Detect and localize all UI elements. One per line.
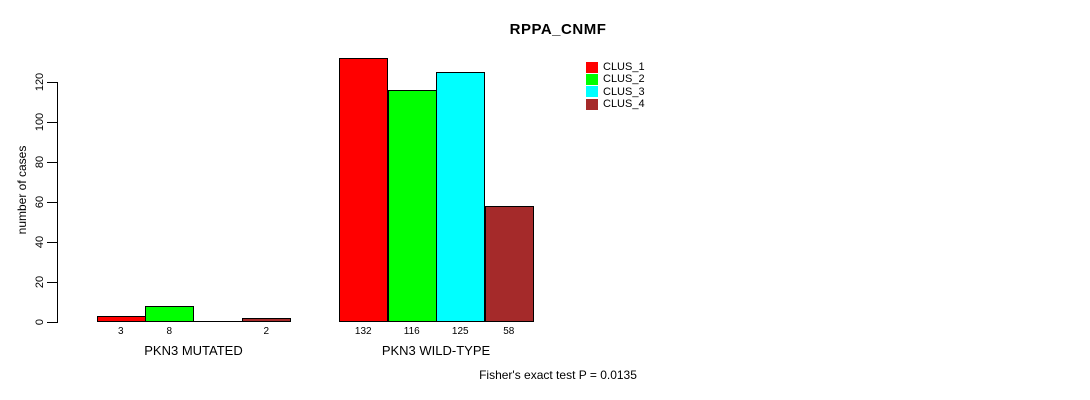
fisher-test-annotation: Fisher's exact test P = 0.0135 bbox=[479, 368, 637, 382]
legend: CLUS_1 CLUS_2 CLUS_3 CLUS_4 bbox=[586, 61, 645, 110]
legend-swatch-clus_1 bbox=[586, 61, 598, 73]
y-axis-line bbox=[57, 82, 58, 323]
y-tick-label: 40 bbox=[34, 235, 46, 249]
bar-clus_2 bbox=[145, 306, 194, 322]
y-tick-label: 20 bbox=[34, 275, 46, 289]
legend-swatch-clus_2 bbox=[586, 73, 598, 85]
y-tick-label: 0 bbox=[34, 318, 46, 326]
legend-swatch-clus_3 bbox=[586, 86, 598, 98]
bar-value-label: 125 bbox=[451, 326, 469, 337]
y-tick bbox=[47, 242, 57, 243]
bar-clus_3 bbox=[436, 72, 485, 322]
legend-item: CLUS_3 bbox=[586, 86, 645, 98]
y-tick bbox=[47, 202, 57, 203]
y-tick-label: 100 bbox=[34, 112, 46, 132]
y-axis-label: number of cases bbox=[15, 145, 29, 235]
bar-value-label: 2 bbox=[263, 326, 270, 337]
y-tick bbox=[47, 82, 57, 83]
bar-clus_3 bbox=[193, 321, 243, 322]
bar-clus_1 bbox=[339, 58, 388, 322]
y-tick bbox=[47, 162, 57, 163]
bar-value-label: 8 bbox=[166, 326, 173, 337]
x-group-label: PKN3 MUTATED bbox=[144, 343, 243, 358]
y-tick-label: 120 bbox=[34, 72, 46, 92]
bar-clus_4 bbox=[242, 318, 291, 322]
y-tick bbox=[47, 322, 57, 323]
legend-item: CLUS_2 bbox=[586, 73, 645, 85]
legend-item: CLUS_4 bbox=[586, 98, 645, 110]
y-tick bbox=[47, 282, 57, 283]
bar-clus_2 bbox=[387, 90, 437, 322]
bar-value-label: 132 bbox=[354, 326, 372, 337]
bar-value-label: 116 bbox=[403, 326, 420, 337]
bar-clus_1 bbox=[96, 316, 146, 322]
y-tick-label: 80 bbox=[34, 155, 46, 169]
chart-title: RPPA_CNMF bbox=[509, 21, 607, 38]
legend-label: CLUS_1 bbox=[603, 61, 645, 74]
x-group-label: PKN3 WILD-TYPE bbox=[381, 343, 491, 358]
bar-value-label: 58 bbox=[503, 326, 515, 337]
legend-item: CLUS_1 bbox=[586, 61, 645, 73]
y-tick bbox=[47, 122, 57, 123]
legend-label: CLUS_3 bbox=[603, 85, 645, 98]
bar-clus_4 bbox=[484, 206, 534, 322]
y-tick-label: 60 bbox=[34, 195, 46, 209]
bar-value-label: 3 bbox=[117, 326, 124, 337]
legend-swatch-clus_4 bbox=[586, 98, 598, 110]
legend-label: CLUS_2 bbox=[603, 73, 645, 86]
legend-label: CLUS_4 bbox=[603, 98, 645, 111]
